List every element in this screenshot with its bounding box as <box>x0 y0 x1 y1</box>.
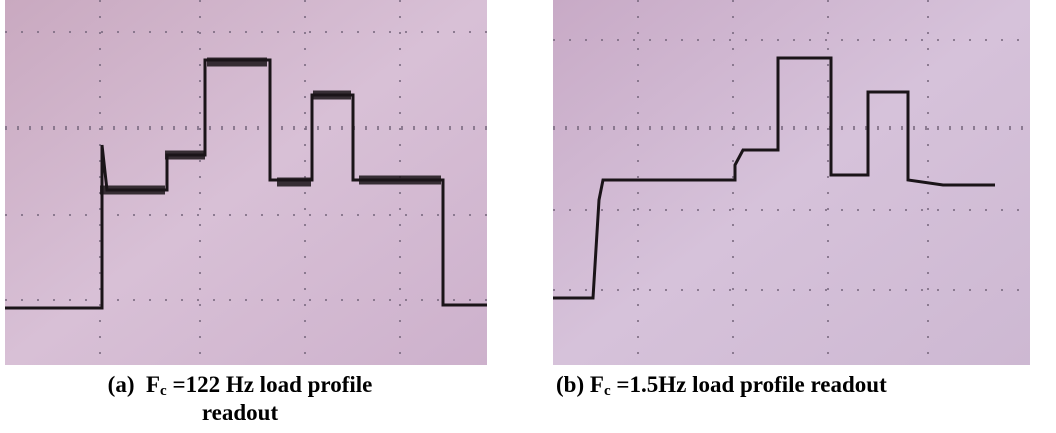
trace <box>553 56 995 300</box>
caption-subscript: c <box>603 383 611 399</box>
caption-label: (a) <box>107 372 135 397</box>
scope-photo-b <box>553 0 1030 365</box>
screen <box>553 0 1030 365</box>
trace <box>5 58 487 310</box>
caption-b: (b) Fc =1.5Hz load profile readout <box>556 371 1056 399</box>
caption-label: (b) <box>556 372 585 397</box>
caption-a: (a) Fc =122 Hz load profile readout <box>105 371 375 427</box>
caption-text: =1.5Hz load profile readout <box>610 372 887 397</box>
grid <box>553 0 1030 365</box>
caption-symbol: F <box>145 372 161 397</box>
scope-photo-a <box>5 0 487 365</box>
caption-symbol: F <box>589 372 604 397</box>
caption-subscript: c <box>160 383 167 399</box>
caption-text: =122 Hz load profile readout <box>166 372 373 425</box>
grid <box>5 0 487 365</box>
